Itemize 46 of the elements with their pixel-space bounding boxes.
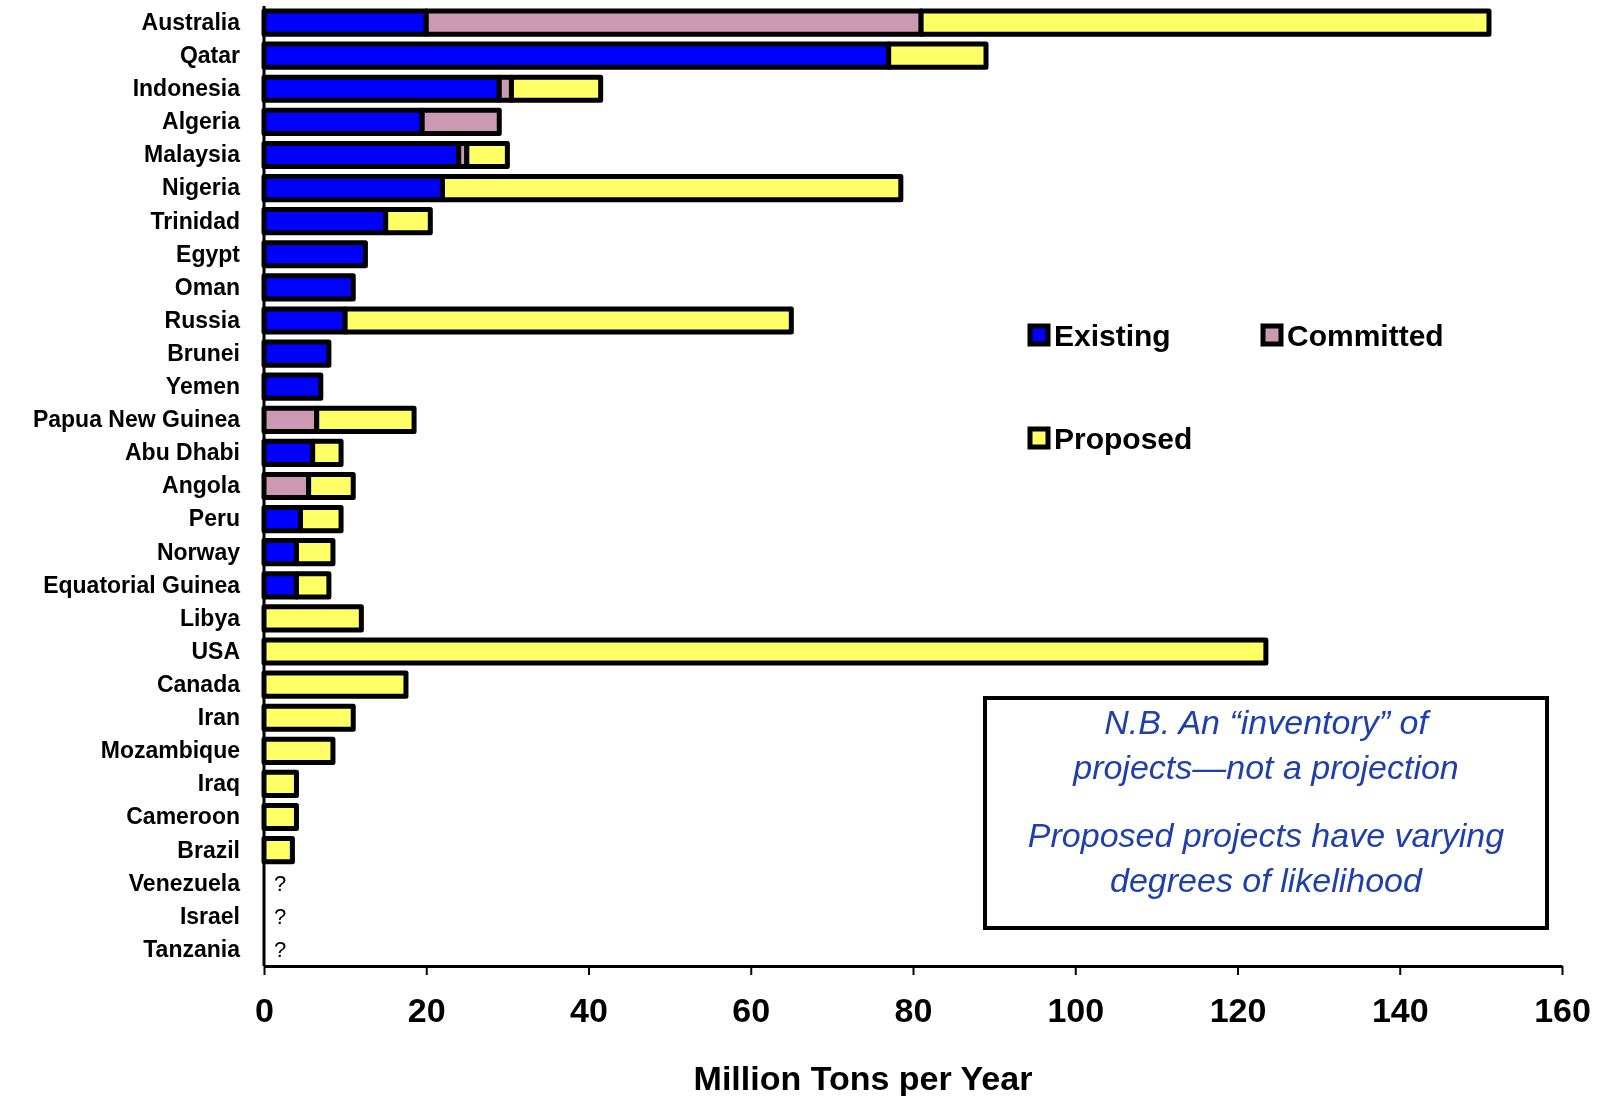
y-tick-label: Yemen xyxy=(165,373,240,400)
y-tick-label: Oman xyxy=(174,273,240,300)
y-tick-label: Equatorial Guinea xyxy=(43,571,241,598)
annotation: ? xyxy=(274,870,287,896)
y-tick-label: Abu Dhabi xyxy=(125,439,240,466)
x-tick-label: 20 xyxy=(407,991,446,1030)
y-tick-label: Australia xyxy=(141,8,241,35)
x-tick-label: 120 xyxy=(1209,991,1267,1030)
y-tick-label: Canada xyxy=(156,670,241,697)
x-tick-label: 60 xyxy=(732,991,771,1030)
y-tick-label: Papua New Guinea xyxy=(32,406,241,433)
y-tick-label: Norway xyxy=(156,538,241,565)
y-tick-label: Qatar xyxy=(179,42,241,69)
legend-label: Existing xyxy=(1054,318,1171,352)
y-tick-label: Algeria xyxy=(162,108,241,135)
y-tick-label: Brunei xyxy=(167,339,240,366)
y-tick-label: Mozambique xyxy=(100,737,240,764)
legend-label: Committed xyxy=(1287,318,1444,352)
y-tick-label: USA xyxy=(191,637,240,664)
annotation: ? xyxy=(274,937,287,963)
x-tick-label: 0 xyxy=(255,991,274,1030)
y-tick-label: Russia xyxy=(164,306,241,333)
y-tick-label: Angola xyxy=(162,472,241,499)
x-tick-label: 80 xyxy=(894,991,933,1030)
y-tick-label: Israel xyxy=(179,902,240,929)
y-tick-label: Egypt xyxy=(176,240,241,267)
y-tick-label: Nigeria xyxy=(162,174,241,201)
annotation: Proposed projects have varying degrees of likelihood xyxy=(1027,816,1505,899)
y-tick-label: Malaysia xyxy=(144,141,241,168)
y-tick-label: Trinidad xyxy=(150,207,240,234)
x-tick-label: 40 xyxy=(570,991,608,1030)
y-tick-label: Indonesia xyxy=(132,75,241,102)
y-tick-label: Iran xyxy=(197,704,240,731)
x-tick-label: 140 xyxy=(1371,991,1429,1030)
y-tick-label: Cameroon xyxy=(126,803,240,830)
y-tick-label: Iraq xyxy=(197,770,240,797)
y-tick-label: Peru xyxy=(188,505,240,532)
x-tick-label: 160 xyxy=(1534,991,1591,1030)
y-tick-label: Libya xyxy=(179,604,241,631)
y-tick-label: Brazil xyxy=(177,836,240,863)
annotation: ? xyxy=(274,904,287,930)
legend-label: Proposed xyxy=(1054,421,1193,455)
y-tick-label: Venezuela xyxy=(128,869,241,896)
x-tick-label: 100 xyxy=(1047,991,1105,1030)
y-tick-label: Tanzania xyxy=(143,935,241,962)
annotation: N.B. An “inventory” of projects—not a projection xyxy=(1072,703,1459,786)
